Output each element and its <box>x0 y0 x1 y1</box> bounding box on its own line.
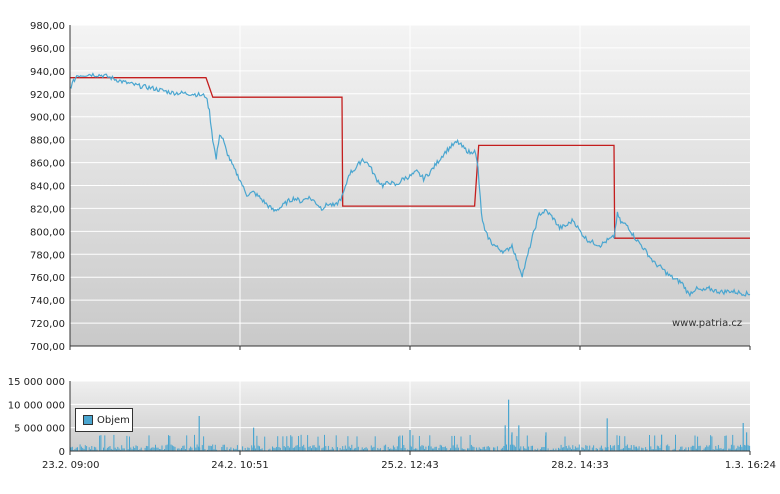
volume-y-tick-label: 10 000 000 <box>8 400 65 411</box>
price-y-tick-label: 740,00 <box>30 296 65 307</box>
price-y-tick-label: 860,00 <box>30 159 65 170</box>
price-y-tick-label: 820,00 <box>30 204 65 215</box>
price-y-tick-label: 800,00 <box>30 227 65 238</box>
price-y-tick-label: 840,00 <box>30 182 65 193</box>
legend-label: Objem <box>97 414 130 426</box>
price-y-tick-label: 900,00 <box>30 113 65 124</box>
x-tick-label: 23.2. 09:00 <box>42 460 99 471</box>
price-y-tick-label: 760,00 <box>30 273 65 284</box>
volume-y-tick-label: 15 000 000 <box>8 377 65 388</box>
x-tick-label: 25.2. 12:43 <box>381 460 438 471</box>
price-line <box>69 72 751 298</box>
watermark-text: www.patria.cz <box>672 318 743 329</box>
axis-labels: 980,00 960,00 940,00 920,00 900,00 880,00 860,… <box>8 21 776 471</box>
x-tick-label: 28.2. 14:33 <box>551 460 608 471</box>
price-y-tick-label: 780,00 <box>30 250 65 261</box>
price-y-tick-label: 980,00 <box>30 21 65 32</box>
price-y-tick-label: 960,00 <box>30 44 65 55</box>
reference-line <box>70 77 750 239</box>
price-y-tick-label: 920,00 <box>30 90 65 101</box>
price-series <box>69 72 751 298</box>
volume-y-tick-label: 0 <box>59 447 65 458</box>
volume-y-tick-label: 5 000 000 <box>14 424 65 435</box>
price-y-tick-label: 720,00 <box>30 319 65 330</box>
legend-swatch <box>83 415 93 425</box>
price-y-tick-label: 700,00 <box>30 342 65 353</box>
x-tick-label: 24.2. 10:51 <box>211 460 268 471</box>
volume-legend: Objem <box>75 408 133 432</box>
price-y-tick-label: 880,00 <box>30 136 65 147</box>
axes <box>69 25 751 455</box>
x-tick-label: 1.3. 16:24 <box>725 460 776 471</box>
price-grid <box>70 24 750 347</box>
price-y-tick-label: 940,00 <box>30 67 65 78</box>
